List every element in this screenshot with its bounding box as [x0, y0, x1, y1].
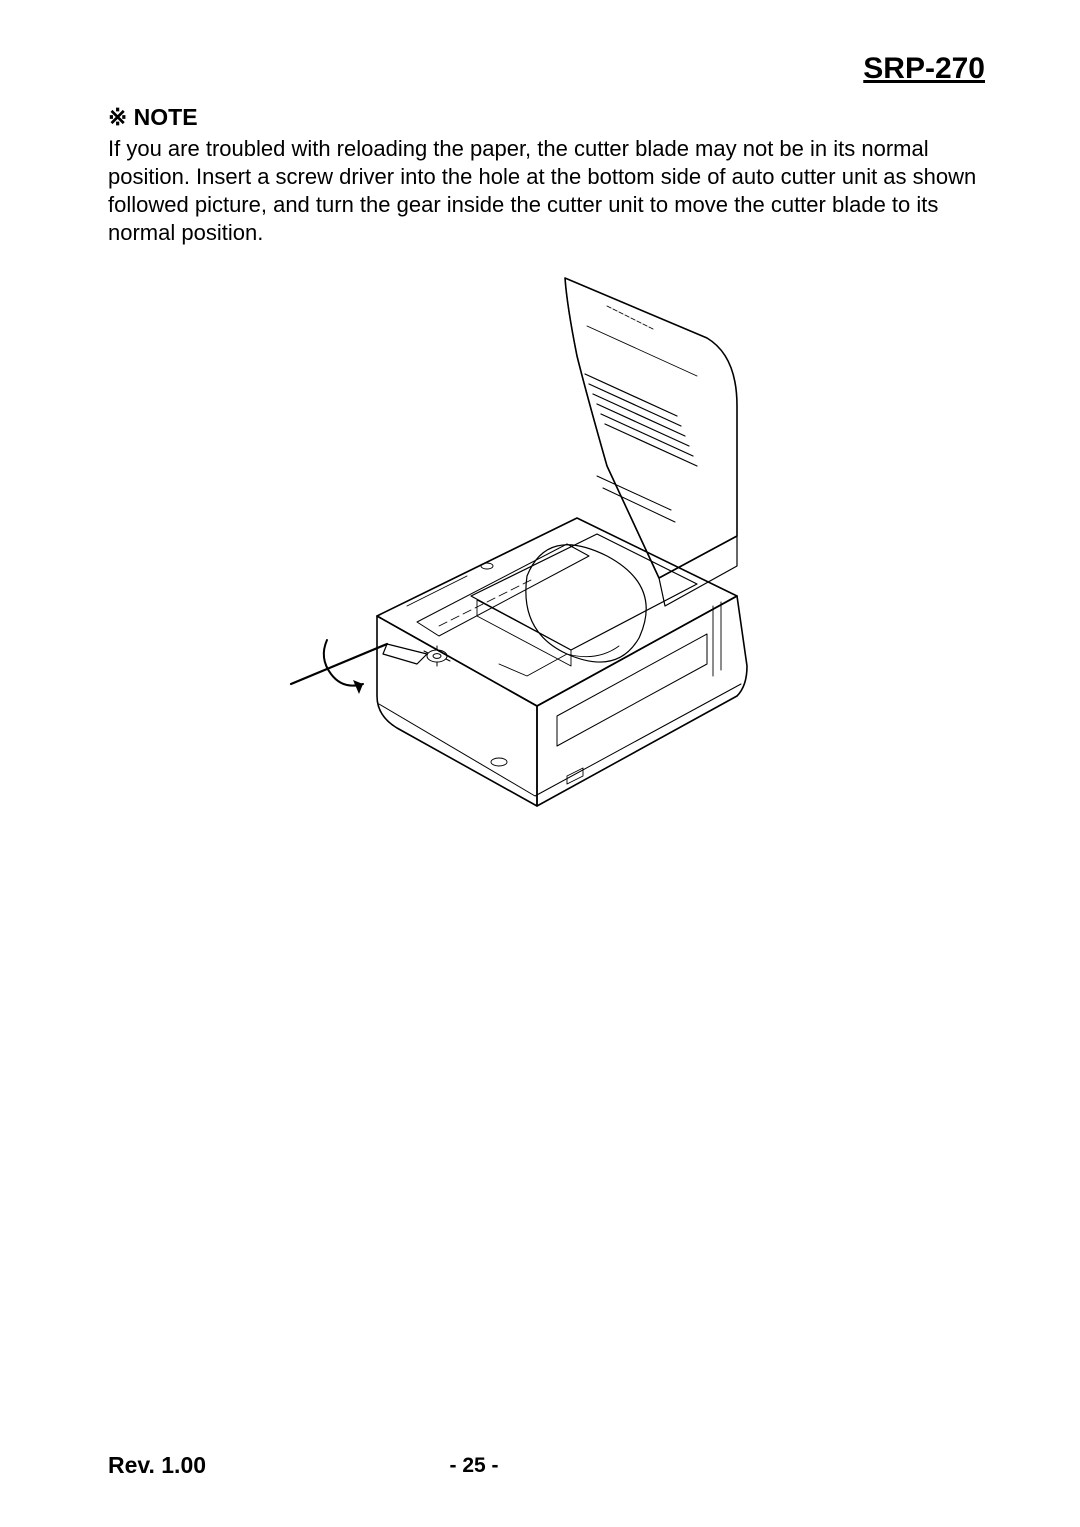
note-symbol: ※ [108, 104, 127, 130]
printer-line-drawing [267, 266, 827, 866]
page-footer: Rev. 1.00 - 25 - [0, 1452, 1080, 1479]
note-heading: ※ NOTE [108, 104, 985, 131]
note-heading-text: NOTE [134, 104, 198, 130]
page-number: - 25 - [450, 1454, 499, 1478]
printer-figure [108, 266, 985, 866]
note-body: If you are troubled with reloading the p… [108, 135, 985, 248]
revision-label: Rev. 1.00 [108, 1452, 206, 1479]
page: SRP-270 ※ NOTE If you are troubled with … [0, 0, 1080, 1527]
product-header: SRP-270 [108, 52, 985, 86]
